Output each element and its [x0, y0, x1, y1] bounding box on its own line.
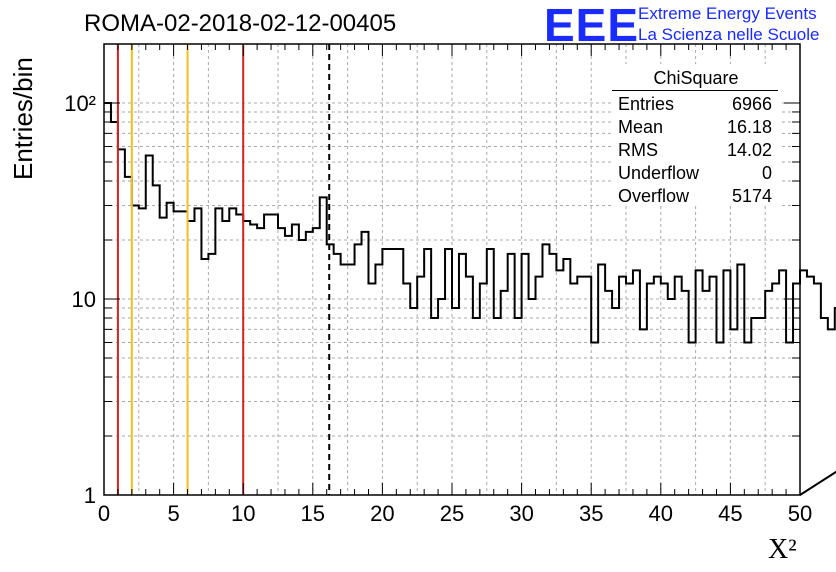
x-tick-label: 35	[579, 501, 603, 526]
eee-logo: EEE Extreme Energy Events La Scienza nel…	[544, 0, 836, 51]
y-tick-label: 10	[72, 287, 96, 312]
x-tick-label: 40	[649, 501, 673, 526]
stats-value: 0	[761, 163, 772, 183]
histogram-series	[104, 102, 836, 496]
stats-value: 16.18	[726, 117, 772, 137]
stats-value: 14.02	[726, 140, 772, 160]
stats-value: 6966	[731, 94, 772, 114]
y-tick-label: 1	[84, 483, 96, 508]
statistics-box: ChiSquare Entries 6966 Mean 16.18 RMS 14…	[612, 64, 780, 206]
x-tick-label: 30	[509, 501, 533, 526]
stats-divider	[612, 90, 778, 91]
stats-key: Mean	[618, 117, 664, 137]
stats-key: Overflow	[618, 186, 690, 206]
x-axis-label: X²	[768, 534, 797, 565]
stats-value: 5174	[731, 186, 772, 206]
x-tick-label: 50	[788, 501, 812, 526]
x-tick-label: 15	[301, 501, 325, 526]
x-tick-label: 45	[718, 501, 742, 526]
logo-letters: EEE	[544, 0, 640, 51]
x-tick-label: 10	[231, 501, 255, 526]
logo-line-2: La Scienza nelle Scuole	[638, 25, 820, 44]
logo-line-1: Extreme Energy Events	[638, 4, 817, 23]
stats-key: RMS	[618, 140, 658, 160]
x-tick-label: 5	[167, 501, 179, 526]
stats-title: ChiSquare	[653, 68, 739, 88]
stats-key: Underflow	[618, 163, 700, 183]
chart-title: ROMA-02-2018-02-12-00405	[84, 10, 397, 37]
y-axis-label: Entries/bin	[8, 57, 38, 180]
x-tick-label: 0	[98, 501, 110, 526]
stats-key: Entries	[618, 94, 675, 114]
x-tick-label: 25	[440, 501, 464, 526]
x-tick-label: 20	[370, 501, 394, 526]
y-tick-label: 10²	[64, 91, 96, 116]
